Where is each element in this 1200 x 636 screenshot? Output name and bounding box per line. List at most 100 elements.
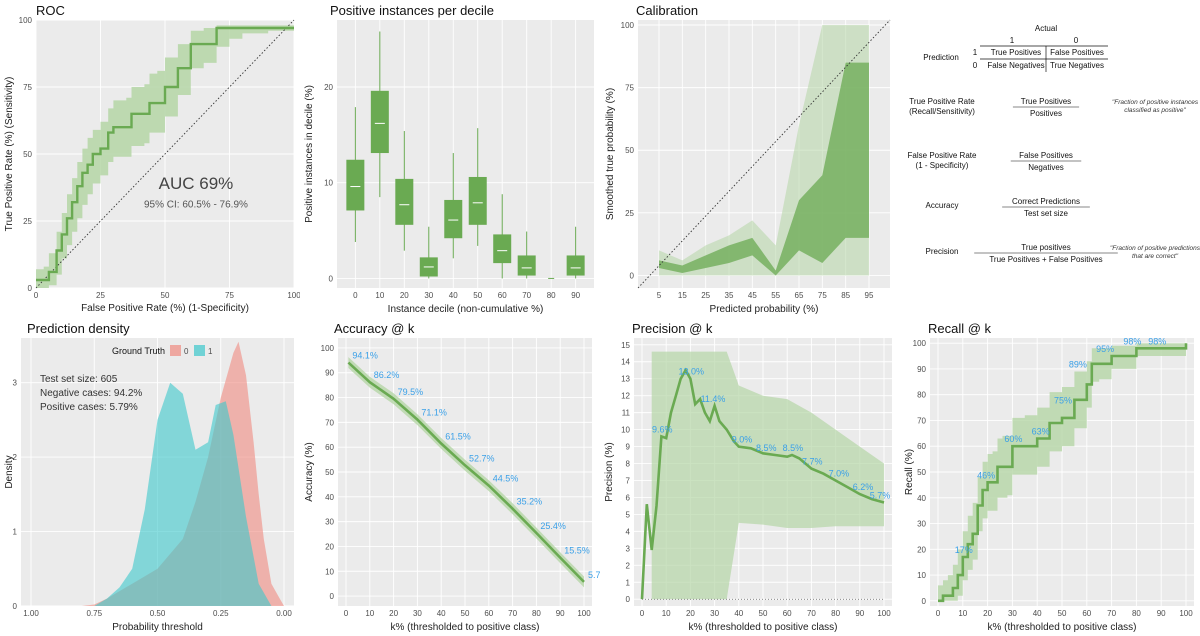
data-label: 7.0% bbox=[829, 468, 850, 478]
y-tick-label: 0 bbox=[329, 274, 334, 283]
metric-numerator: True positives bbox=[1021, 243, 1071, 252]
x-tick-label: 40 bbox=[1033, 609, 1042, 618]
x-tick-label: 0.75 bbox=[86, 609, 102, 618]
x-tick-label: 80 bbox=[831, 609, 840, 618]
y-tick-label: 40 bbox=[917, 494, 926, 503]
y-tick-label: 100 bbox=[19, 16, 33, 25]
chart-title: Positive instances per decile bbox=[330, 3, 494, 18]
y-axis-label: True Positive Rate (%) (Sensitivity) bbox=[4, 77, 15, 232]
x-tick-label: 1.00 bbox=[23, 609, 39, 618]
x-tick-label: 40 bbox=[449, 291, 458, 300]
density-area-1 bbox=[94, 382, 272, 606]
data-label: 9.6% bbox=[652, 424, 673, 434]
y-tick-label: 8 bbox=[626, 460, 631, 469]
metric-name: False Positive Rate (1 - Specificity) bbox=[908, 151, 977, 170]
data-label: 71.1% bbox=[421, 408, 447, 418]
y-tick-label: 70 bbox=[917, 416, 926, 425]
x-tick-label: 40 bbox=[437, 609, 446, 618]
x-tick-label: 20 bbox=[400, 291, 409, 300]
data-label: 35.2% bbox=[517, 497, 543, 507]
x-tick-label: 85 bbox=[841, 291, 850, 300]
y-tick-label: 2 bbox=[13, 453, 18, 462]
y-tick-label: 20 bbox=[325, 542, 334, 551]
metric-name: True Positive Rate (Recall/Sensitivity) bbox=[909, 97, 975, 116]
x-tick-label: 100 bbox=[1179, 609, 1193, 618]
chart-title: Calibration bbox=[636, 3, 698, 18]
x-tick-label: 60 bbox=[484, 609, 493, 618]
x-tick-label: 20 bbox=[983, 609, 992, 618]
metric-numerator: False Positives bbox=[1019, 151, 1073, 160]
x-tick-label: 10 bbox=[662, 609, 671, 618]
x-tick-label: 80 bbox=[547, 291, 556, 300]
x-tick-label: 95 bbox=[865, 291, 874, 300]
x-tick-label: 80 bbox=[532, 609, 541, 618]
roc-chart: ROC False Positive Rate (%) (1-Specificit… bbox=[4, 3, 300, 314]
y-tick-label: 20 bbox=[324, 83, 333, 92]
y-tick-label: 60 bbox=[917, 442, 926, 451]
x-tick-label: 50 bbox=[759, 609, 768, 618]
data-label: 25.4% bbox=[540, 521, 566, 531]
box-body bbox=[566, 255, 585, 276]
y-tick-label: 0 bbox=[28, 284, 33, 293]
y-tick-label: 40 bbox=[325, 493, 334, 502]
y-tick-label: 70 bbox=[325, 418, 334, 427]
confidence-band bbox=[651, 351, 884, 600]
chart-title: Precision @ k bbox=[632, 321, 713, 336]
data-label: 5.7% bbox=[870, 491, 891, 501]
x-tick-label: 30 bbox=[424, 291, 433, 300]
confidence-band bbox=[348, 357, 584, 588]
x-tick-label: 35 bbox=[725, 291, 734, 300]
x-tick-label: 30 bbox=[1008, 609, 1017, 618]
fn-cell: False Negatives bbox=[987, 61, 1044, 70]
x-tick-label: 50 bbox=[1058, 609, 1067, 618]
y-tick-label: 2 bbox=[626, 561, 631, 570]
data-label: 94.1% bbox=[352, 351, 378, 361]
box-body bbox=[395, 178, 414, 225]
legend-item-label: 0 bbox=[184, 347, 189, 356]
y-axis-label: Recall (%) bbox=[904, 449, 915, 495]
x-tick-label: 70 bbox=[522, 291, 531, 300]
data-label: 86.2% bbox=[374, 370, 400, 380]
x-tick-label: 65 bbox=[795, 291, 804, 300]
x-axis-label: False Positive Rate (%) (1-Specificity) bbox=[81, 303, 249, 314]
precision-chart: Precision @ k k% (thresholded to positive… bbox=[604, 321, 892, 633]
ci-text: 95% CI: 60.5% - 76.9% bbox=[144, 200, 248, 211]
stat-line: Negative cases: 94.2% bbox=[40, 388, 142, 399]
y-tick-label: 50 bbox=[917, 468, 926, 477]
x-tick-label: 0.25 bbox=[213, 609, 229, 618]
data-label: 9.0% bbox=[732, 435, 753, 445]
x-axis-label: k% (thresholded to positive class) bbox=[689, 622, 838, 633]
x-tick-label: 75 bbox=[225, 291, 234, 300]
tn-cell: True Negatives bbox=[1050, 61, 1104, 70]
y-axis-label: Positive instances in decile (%) bbox=[304, 85, 315, 223]
x-tick-label: 10 bbox=[958, 609, 967, 618]
metric-line bbox=[347, 361, 585, 583]
x-tick-label: 0 bbox=[34, 291, 39, 300]
x-tick-label: 40 bbox=[734, 609, 743, 618]
recall-chart: Recall @ k k% (thresholded to positive cl… bbox=[904, 321, 1194, 633]
y-tick-label: 10 bbox=[917, 571, 926, 580]
y-tick-label: 3 bbox=[626, 544, 631, 553]
y-tick-label: 90 bbox=[917, 365, 926, 374]
y-tick-label: 80 bbox=[917, 391, 926, 400]
chart-title: ROC bbox=[36, 3, 65, 18]
data-label: 46% bbox=[977, 470, 995, 480]
reference-diagonal bbox=[35, 19, 295, 289]
x-tick-label: 50 bbox=[461, 609, 470, 618]
x-tick-label: 55 bbox=[771, 291, 780, 300]
data-label: 15.5% bbox=[564, 546, 590, 556]
chart-title: Recall @ k bbox=[928, 321, 992, 336]
box-body bbox=[370, 90, 389, 154]
x-tick-label: 0 bbox=[353, 291, 358, 300]
y-tick-label: 80 bbox=[325, 394, 334, 403]
data-label: 95% bbox=[1096, 344, 1114, 354]
x-tick-label: 75 bbox=[818, 291, 827, 300]
y-tick-label: 90 bbox=[325, 369, 334, 378]
confidence-band bbox=[36, 25, 294, 289]
y-tick-label: 10 bbox=[325, 567, 334, 576]
row-0-label: 0 bbox=[973, 61, 978, 70]
x-tick-label: 50 bbox=[473, 291, 482, 300]
y-tick-label: 15 bbox=[621, 341, 630, 350]
actual-label: Actual bbox=[1035, 24, 1057, 33]
y-tick-label: 50 bbox=[23, 150, 32, 159]
